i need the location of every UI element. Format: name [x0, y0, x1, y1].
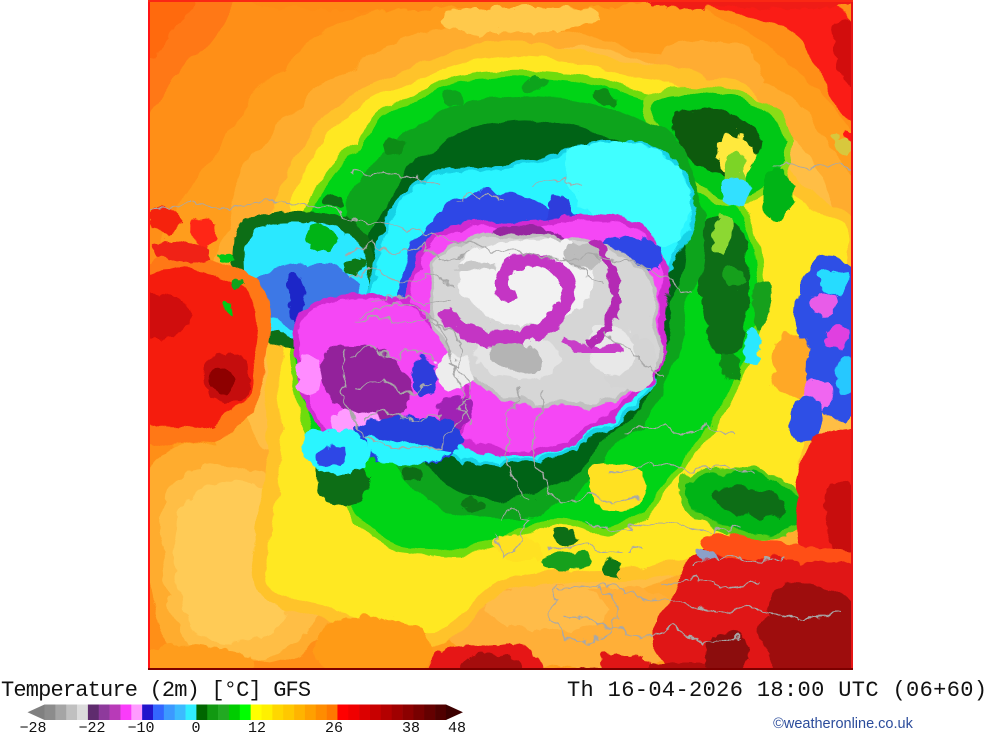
svg-text:26: 26	[325, 720, 343, 733]
svg-text:−10: −10	[127, 720, 154, 733]
svg-text:38: 38	[402, 720, 420, 733]
svg-text:Th 16-04-2026 18:00 UTC (06+60: Th 16-04-2026 18:00 UTC (06+60)	[567, 678, 987, 703]
svg-text:−28: −28	[19, 720, 46, 733]
svg-text:−22: −22	[78, 720, 105, 733]
svg-text:Temperature (2m) [°C] GFS: Temperature (2m) [°C] GFS	[1, 678, 311, 703]
svg-text:©weatheronline.co.uk: ©weatheronline.co.uk	[773, 716, 913, 732]
svg-text:0: 0	[191, 720, 200, 733]
svg-text:12: 12	[248, 720, 266, 733]
svg-text:48: 48	[448, 720, 466, 733]
